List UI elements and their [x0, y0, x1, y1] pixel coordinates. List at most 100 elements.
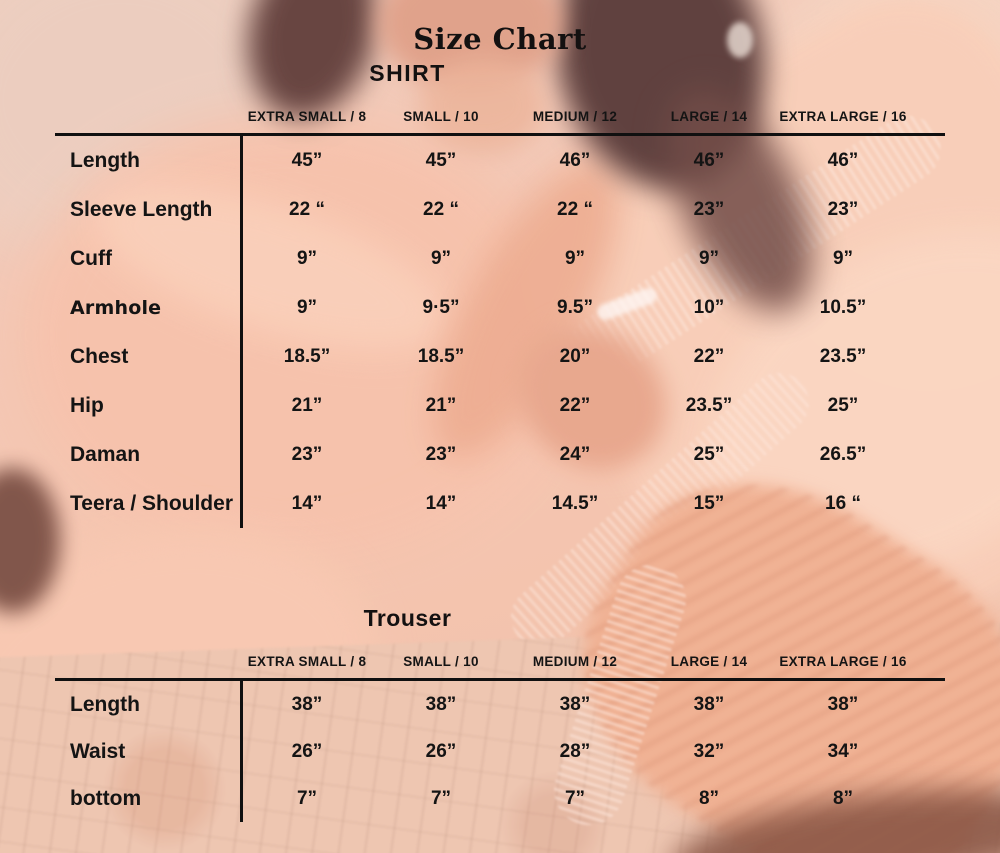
size-value: 9”	[698, 247, 720, 269]
size-column-header: LARGE / 14	[670, 109, 748, 124]
size-header-row: EXTRA SMALL / 8 SMALL / 10 MEDIUM / 12 LARG…	[55, 635, 945, 678]
size-value: 46”	[559, 149, 591, 171]
row-label: Waist	[70, 739, 126, 763]
photo-blob	[0, 468, 60, 613]
size-value: 18.5”	[417, 345, 465, 367]
size-value: 45”	[291, 149, 323, 171]
size-value: 7”	[296, 787, 318, 809]
shirt-size-table: SHIRT EXTRA SMALL / 8 SMALL / 10 MEDIUM / …	[55, 56, 945, 528]
size-value: 23”	[693, 198, 725, 220]
size-value: 38”	[827, 693, 859, 715]
trouser-size-table: Trouser EXTRA SMALL / 8 SMALL / 10 MEDIUM …	[55, 601, 945, 822]
size-value: 15”	[693, 492, 725, 514]
table-vertical-divider	[240, 678, 243, 822]
row-label: Chest	[70, 344, 129, 368]
table-body: Length 45” 45” 46” 46” 46” Sleeve Length 22 …	[55, 133, 945, 528]
size-column-header: EXTRA SMALL / 8	[247, 109, 367, 124]
table-row: Cuff 9” 9” 9” 9” 9”	[55, 234, 945, 283]
size-value: 38”	[693, 693, 725, 715]
size-value: 10.5”	[819, 296, 867, 318]
row-label: Teera / Shoulder	[70, 491, 233, 515]
size-value: 23”	[827, 198, 859, 220]
size-value: 14”	[425, 492, 457, 514]
size-value: 24”	[559, 443, 591, 465]
row-label: Cuff	[70, 246, 112, 270]
size-value: 7”	[430, 787, 452, 809]
size-value: 34”	[827, 740, 859, 762]
size-column-header: EXTRA LARGE / 16	[779, 654, 907, 669]
size-column-header: MEDIUM / 12	[532, 109, 618, 124]
size-value: 14.5”	[551, 492, 599, 514]
page-title: Size Chart	[413, 22, 587, 56]
size-value: 25”	[827, 394, 859, 416]
size-value: 32”	[693, 740, 725, 762]
row-label: Length	[70, 148, 140, 172]
row-label: bottom	[70, 786, 142, 810]
size-value: 21”	[425, 394, 457, 416]
size-value: 22 “	[289, 198, 325, 220]
size-value: 28”	[559, 740, 591, 762]
size-column-header: EXTRA LARGE / 16	[779, 109, 907, 124]
size-value: 22”	[559, 394, 591, 416]
row-label: Daman	[70, 442, 141, 466]
size-value: 9”	[564, 247, 586, 269]
size-column-header: SMALL / 10	[403, 109, 479, 124]
size-value: 9”	[296, 296, 318, 318]
size-value: 22”	[693, 345, 725, 367]
size-value: 22 “	[557, 198, 593, 220]
table-vertical-divider	[240, 133, 243, 528]
table-row: Armhole 9” 9·5” 9.5” 10” 10.5”	[55, 283, 945, 332]
size-value: 38”	[559, 693, 591, 715]
size-value: 9·5”	[422, 296, 460, 318]
size-value: 9.5”	[557, 296, 593, 318]
size-value: 26”	[291, 740, 323, 762]
size-value: 22 “	[423, 198, 459, 220]
table-row: Waist 26” 26” 28” 32” 34”	[55, 728, 945, 775]
size-value: 38”	[425, 693, 457, 715]
size-value: 10”	[693, 296, 725, 318]
size-value: 16 “	[825, 492, 861, 514]
size-header-row: EXTRA SMALL / 8 SMALL / 10 MEDIUM / 12 LARG…	[55, 90, 945, 133]
size-value: 26.5”	[819, 443, 867, 465]
size-value: 9”	[296, 247, 318, 269]
size-value: 26”	[425, 740, 457, 762]
table-body: Length 38” 38” 38” 38” 38” Waist 26” 26” 28” 32…	[55, 678, 945, 822]
size-value: 25”	[693, 443, 725, 465]
row-label: Sleeve Length	[70, 197, 213, 221]
table-row: Chest 18.5” 18.5” 20” 22” 23.5”	[55, 332, 945, 381]
size-value: 45”	[425, 149, 457, 171]
size-value: 8”	[832, 787, 854, 809]
table-row: Length 45” 45” 46” 46” 46”	[55, 136, 945, 185]
row-label: Length	[70, 692, 140, 716]
size-column-header: SMALL / 10	[403, 654, 479, 669]
size-value: 14”	[291, 492, 323, 514]
table-row: Hip 21” 21” 22” 23.5” 25”	[55, 381, 945, 430]
row-label: Hip	[70, 393, 104, 417]
table-row: Teera / Shoulder 14” 14” 14.5” 15” 16 “	[55, 479, 945, 528]
size-value: 8”	[698, 787, 720, 809]
size-column-header: EXTRA SMALL / 8	[247, 654, 367, 669]
row-label: Armhole	[70, 296, 162, 319]
size-value: 7”	[564, 787, 586, 809]
table-row: Sleeve Length 22 “ 22 “ 22 “ 23” 23”	[55, 185, 945, 234]
size-value: 23”	[291, 443, 323, 465]
size-value: 46”	[827, 149, 859, 171]
size-value: 20”	[559, 345, 591, 367]
size-value: 21”	[291, 394, 323, 416]
shirt-table-title: SHIRT	[369, 60, 446, 86]
size-value: 23.5”	[819, 345, 867, 367]
size-value: 46”	[693, 149, 725, 171]
table-row: Length 38” 38” 38” 38” 38”	[55, 681, 945, 728]
size-value: 9”	[832, 247, 854, 269]
size-value: 38”	[291, 693, 323, 715]
size-value: 18.5”	[283, 345, 331, 367]
size-value: 23”	[425, 443, 457, 465]
trouser-table-title: Trouser	[363, 605, 452, 631]
size-column-header: LARGE / 14	[670, 654, 748, 669]
size-value: 9”	[430, 247, 452, 269]
size-column-header: MEDIUM / 12	[532, 654, 618, 669]
size-value: 23.5”	[685, 394, 733, 416]
table-row: Daman 23” 23” 24” 25” 26.5”	[55, 430, 945, 479]
table-row: bottom 7” 7” 7” 8” 8”	[55, 775, 945, 822]
